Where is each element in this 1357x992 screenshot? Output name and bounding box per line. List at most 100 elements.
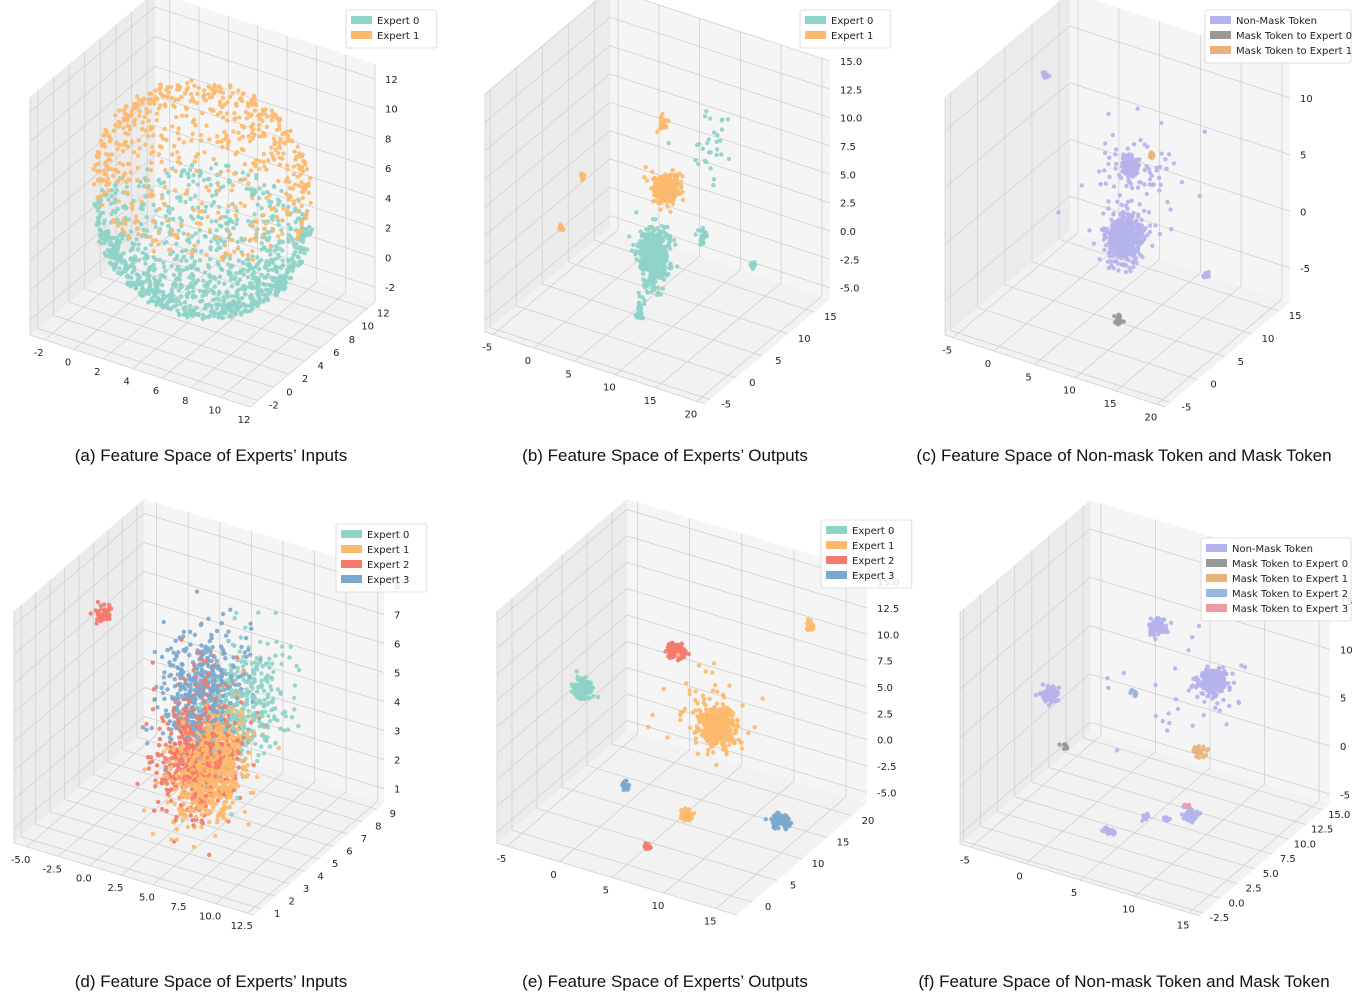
data-point	[197, 209, 202, 214]
data-point	[249, 191, 255, 196]
data-point	[657, 199, 662, 205]
data-point	[109, 249, 114, 254]
data-point	[234, 610, 239, 616]
data-point	[196, 267, 201, 272]
data-point	[671, 173, 676, 178]
data-point	[141, 227, 146, 232]
z-tick-label: 10	[1300, 94, 1313, 105]
data-point	[187, 167, 193, 172]
data-point	[185, 188, 190, 193]
data-point	[209, 203, 214, 208]
data-point	[266, 262, 272, 267]
data-point	[276, 276, 281, 281]
data-point	[1119, 202, 1124, 208]
data-point	[156, 229, 161, 234]
data-point	[168, 85, 173, 90]
data-point	[242, 650, 248, 655]
data-point	[236, 245, 241, 250]
data-point	[206, 314, 211, 320]
data-point	[116, 169, 121, 175]
data-point	[176, 136, 182, 142]
data-point	[135, 226, 140, 231]
data-point	[296, 197, 301, 202]
data-point	[270, 278, 276, 283]
data-point	[175, 253, 180, 259]
data-point	[238, 201, 243, 206]
data-point	[658, 120, 663, 125]
data-point	[1122, 253, 1128, 258]
data-point	[135, 219, 141, 224]
data-point	[175, 131, 181, 136]
data-point	[638, 305, 644, 310]
data-point	[158, 85, 164, 90]
data-point	[101, 133, 106, 138]
panel-b: -505101520-5051015-5.0-2.50.02.55.07.510…	[482, 0, 892, 420]
data-point	[207, 137, 212, 142]
data-point	[291, 261, 297, 266]
data-point	[711, 177, 717, 182]
data-point	[165, 299, 170, 305]
data-point	[140, 120, 145, 125]
data-point	[291, 252, 296, 257]
data-point	[259, 206, 264, 211]
data-point	[132, 242, 137, 247]
data-point	[270, 260, 276, 266]
data-point	[288, 265, 293, 270]
grid-line	[574, 18, 700, 362]
data-point	[115, 179, 120, 185]
data-point	[247, 263, 252, 268]
data-point	[190, 96, 195, 101]
data-point	[651, 199, 656, 204]
data-point	[182, 91, 188, 96]
data-point	[229, 812, 234, 817]
data-point	[217, 698, 223, 703]
data-point	[139, 199, 144, 205]
data-point	[265, 230, 270, 235]
data-point	[281, 263, 286, 268]
data-point	[650, 176, 656, 182]
data-point	[270, 226, 275, 231]
data-point	[298, 164, 303, 169]
data-point	[1128, 173, 1134, 178]
y-tick-label: -2	[269, 400, 279, 411]
data-point	[707, 116, 713, 121]
data-point	[194, 169, 199, 174]
data-point	[209, 658, 214, 664]
data-point	[207, 639, 212, 644]
data-point	[1153, 223, 1158, 228]
data-point	[293, 206, 298, 211]
data-point	[128, 229, 133, 234]
data-point	[250, 127, 256, 132]
data-point	[190, 277, 196, 282]
data-point	[259, 288, 264, 293]
data-point	[125, 281, 130, 286]
data-point	[186, 311, 191, 317]
data-point	[1130, 212, 1135, 218]
data-point	[212, 284, 217, 289]
data-point	[191, 207, 197, 213]
data-point	[1111, 184, 1117, 189]
data-point	[256, 127, 262, 132]
data-point	[174, 276, 180, 281]
data-point	[134, 237, 139, 242]
data-point	[653, 217, 658, 222]
legend-entry: Expert 1	[831, 31, 873, 42]
data-point	[237, 649, 242, 654]
data-point	[199, 621, 204, 626]
data-point	[1102, 247, 1107, 253]
data-point	[209, 193, 215, 198]
data-point	[309, 227, 315, 232]
data-point	[278, 690, 283, 695]
data-point	[220, 144, 225, 150]
data-point	[167, 673, 172, 679]
data-point	[167, 247, 172, 253]
data-point	[267, 744, 273, 749]
data-point	[111, 245, 116, 250]
data-point	[638, 229, 643, 234]
data-point	[246, 822, 251, 827]
data-point	[286, 204, 291, 210]
data-point	[281, 206, 286, 211]
data-point	[654, 268, 659, 273]
y-tick-label: 15	[824, 312, 837, 323]
data-point	[1137, 202, 1143, 207]
